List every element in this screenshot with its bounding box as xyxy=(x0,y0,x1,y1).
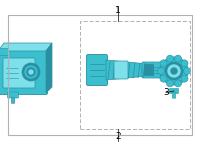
Bar xyxy=(80,21,190,129)
Circle shape xyxy=(168,65,180,77)
Circle shape xyxy=(24,65,38,79)
Circle shape xyxy=(29,70,33,74)
FancyBboxPatch shape xyxy=(8,92,18,98)
Text: 2: 2 xyxy=(115,132,121,141)
Circle shape xyxy=(166,55,173,62)
FancyBboxPatch shape xyxy=(172,93,176,98)
Circle shape xyxy=(27,68,35,76)
FancyBboxPatch shape xyxy=(0,49,8,56)
Circle shape xyxy=(181,75,188,82)
Circle shape xyxy=(160,57,188,85)
Circle shape xyxy=(160,60,167,67)
FancyBboxPatch shape xyxy=(142,62,164,78)
FancyBboxPatch shape xyxy=(0,50,48,95)
Polygon shape xyxy=(46,43,52,93)
Circle shape xyxy=(165,62,183,80)
Circle shape xyxy=(22,63,40,81)
Polygon shape xyxy=(106,60,148,80)
Bar xyxy=(8,15,192,135)
Circle shape xyxy=(181,60,188,67)
Text: 3: 3 xyxy=(163,88,169,97)
Circle shape xyxy=(175,80,182,87)
Circle shape xyxy=(184,67,190,75)
Circle shape xyxy=(160,75,167,82)
Polygon shape xyxy=(0,43,52,51)
Circle shape xyxy=(158,67,164,75)
FancyBboxPatch shape xyxy=(114,61,128,79)
Circle shape xyxy=(175,55,182,62)
Circle shape xyxy=(166,80,173,87)
Circle shape xyxy=(171,68,177,74)
FancyBboxPatch shape xyxy=(86,55,108,86)
FancyBboxPatch shape xyxy=(3,58,35,88)
FancyBboxPatch shape xyxy=(170,88,179,93)
FancyBboxPatch shape xyxy=(11,97,15,103)
Polygon shape xyxy=(163,66,169,74)
Text: 1: 1 xyxy=(115,6,121,15)
FancyBboxPatch shape xyxy=(144,64,154,76)
